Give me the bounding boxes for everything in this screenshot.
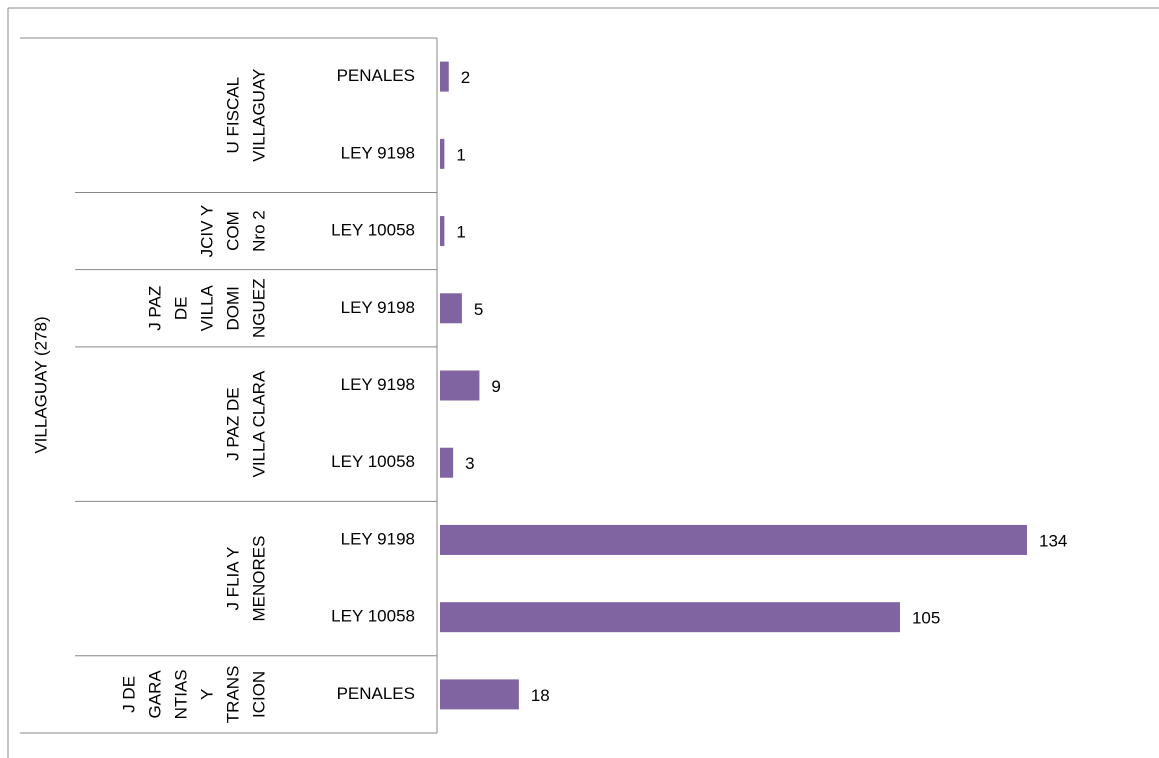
value-label: 1	[456, 223, 465, 242]
group-label: NTIAS	[171, 669, 190, 719]
value-label: 3	[465, 454, 474, 473]
group-label: J PAZ DE	[223, 387, 242, 460]
bar	[440, 447, 454, 478]
group-label: GARA	[145, 670, 164, 719]
category-label: PENALES	[337, 684, 415, 703]
category-label: LEY 9198	[341, 298, 415, 317]
value-label: 105	[912, 609, 940, 628]
bar	[440, 61, 449, 92]
group-label: JCIV Y	[197, 205, 216, 258]
value-label: 5	[474, 300, 483, 319]
bar	[440, 524, 1027, 555]
value-label: 134	[1039, 531, 1067, 550]
category-label: LEY 9198	[341, 143, 415, 162]
value-label: 9	[491, 377, 500, 396]
group-label: NGUEZ	[249, 279, 268, 339]
bar	[440, 293, 462, 324]
category-label: LEY 10058	[331, 607, 415, 626]
parent-label: VILLAGUAY (278)	[31, 316, 50, 453]
group-label: J FLIA Y	[223, 547, 242, 611]
category-label: LEY 10058	[331, 452, 415, 471]
group-label: VILLA CLARA	[249, 370, 268, 477]
bar	[440, 370, 480, 401]
category-label: LEY 10058	[331, 221, 415, 240]
category-label: LEY 9198	[341, 375, 415, 394]
group-label: VILLAGUAY	[249, 69, 268, 162]
bar	[440, 679, 519, 710]
value-label: 1	[456, 145, 465, 164]
bar	[440, 138, 445, 169]
group-label: TRANS	[223, 666, 242, 724]
group-label: ICION	[249, 671, 268, 718]
value-label: 18	[531, 686, 550, 705]
group-label: VILLA	[197, 284, 216, 331]
group-label: Y	[197, 689, 216, 700]
bar	[440, 216, 445, 247]
category-label: PENALES	[337, 66, 415, 85]
category-label: LEY 9198	[341, 529, 415, 548]
group-label: MENORES	[249, 536, 268, 622]
group-label: Nro 2	[249, 210, 268, 252]
group-label: U FISCAL	[223, 77, 242, 154]
value-label: 2	[461, 68, 470, 87]
group-label: COM	[223, 211, 242, 251]
bar	[440, 602, 900, 633]
group-label: J PAZ	[145, 286, 164, 331]
group-label: J DE	[119, 676, 138, 713]
group-label: DOMI	[223, 286, 242, 330]
group-label: DE	[171, 296, 190, 320]
